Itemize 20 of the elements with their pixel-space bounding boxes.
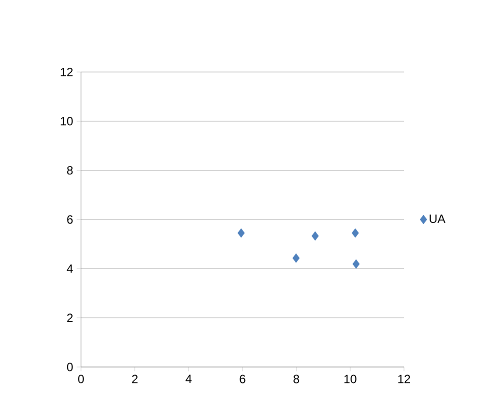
y-tick-label: 12 — [60, 68, 73, 76]
x-tick-label: 10 — [344, 374, 356, 384]
point — [238, 228, 245, 238]
point — [352, 259, 360, 269]
point — [292, 253, 300, 263]
y-tick-label: 4 — [66, 264, 73, 273]
x-tick-label: 12 — [398, 374, 410, 384]
x-tick-label: 6 — [240, 374, 246, 384]
x-tick-label: 0 — [78, 374, 84, 384]
point — [352, 228, 359, 238]
y-tick-label: 2 — [67, 314, 73, 322]
y-tick-label: 0 — [67, 362, 73, 372]
y-tick-label: 6 — [67, 215, 73, 224]
x-tick-label: 8 — [294, 374, 300, 384]
x-tick-label: 4 — [186, 374, 192, 383]
y-tick-label: 8 — [67, 166, 73, 175]
point — [312, 231, 319, 241]
legend-label: UA — [430, 214, 446, 223]
y-tick-label: 10 — [60, 116, 73, 126]
x-tick-label: 2 — [132, 374, 138, 384]
